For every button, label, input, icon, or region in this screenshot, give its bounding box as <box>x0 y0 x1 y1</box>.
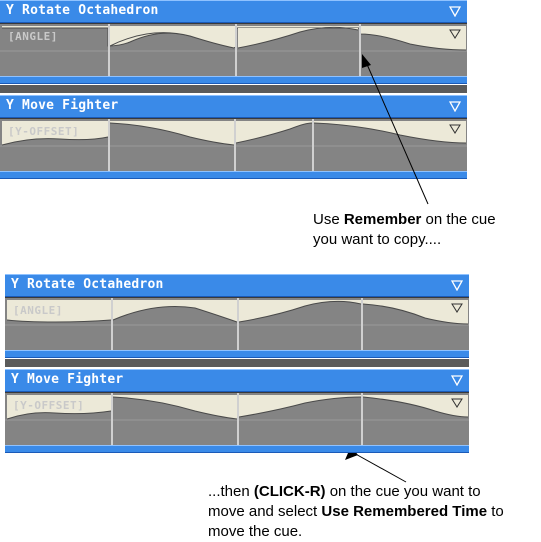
top-panel-move: Y Move Fighter [Y-OFFSET] <box>0 95 467 180</box>
track-title: Y Move Fighter <box>11 372 124 387</box>
dropdown-triangle-icon[interactable] <box>449 100 461 112</box>
caption-bold: (CLICK-R) <box>253 483 326 500</box>
track-footer <box>5 445 469 453</box>
cue-label: [Y-OFFSET] <box>13 399 85 412</box>
track-header[interactable]: Y Move Fighter <box>5 369 469 392</box>
bottom-panel-move: Y Move Fighter [Y-OFFSET] <box>5 369 469 454</box>
caption-text: on the cue <box>421 211 496 228</box>
cue-track[interactable]: [Y-OFFSET] <box>5 392 469 445</box>
cue-track[interactable]: [ANGLE] <box>5 297 469 350</box>
cue-curves <box>5 298 469 350</box>
cue-label: [ANGLE] <box>13 304 63 317</box>
cue-label: [Y-OFFSET] <box>8 125 80 138</box>
caption-text: on the cue you want to <box>325 483 481 500</box>
caption-text: to <box>487 503 504 520</box>
track-header[interactable]: Y Rotate Octahedron <box>0 0 467 23</box>
caption-bold: Remember <box>343 211 422 228</box>
caption-text: move the cue. <box>208 523 303 540</box>
top-panel-rotate: Y Rotate Octahedron [ANGLE] <box>0 0 467 95</box>
track-title: Y Move Fighter <box>6 98 119 113</box>
cue-curves <box>0 24 467 76</box>
cue-label: [ANGLE] <box>8 30 58 43</box>
dropdown-triangle-icon[interactable] <box>451 279 463 291</box>
track-footer <box>0 76 467 84</box>
track-divider <box>5 359 469 367</box>
dropdown-triangle-icon[interactable] <box>449 5 461 17</box>
cue-track[interactable]: [Y-OFFSET] <box>0 118 467 171</box>
caption-text: move and select <box>208 503 322 520</box>
cue-curves <box>5 393 469 445</box>
track-footer <box>0 171 467 179</box>
track-title: Y Rotate Octahedron <box>11 277 164 292</box>
cue-track[interactable]: [ANGLE] <box>0 23 467 76</box>
track-title: Y Rotate Octahedron <box>6 3 159 18</box>
caption-text: Use <box>313 211 344 228</box>
dropdown-triangle-icon[interactable] <box>451 374 463 386</box>
track-divider <box>0 85 467 93</box>
track-header[interactable]: Y Move Fighter <box>0 95 467 118</box>
top-caption: Use Remember on the cue you want to copy… <box>313 210 533 250</box>
caption-text: ...then <box>208 483 254 500</box>
bottom-panel-rotate: Y Rotate Octahedron [ANGLE] <box>5 274 469 369</box>
caption-bold: Use Remembered Time <box>321 503 488 520</box>
track-footer <box>5 350 469 358</box>
track-header[interactable]: Y Rotate Octahedron <box>5 274 469 297</box>
caption-text: you want to copy.... <box>313 231 442 248</box>
bottom-caption: ...then (CLICK-R) on the cue you want to… <box>208 482 538 542</box>
